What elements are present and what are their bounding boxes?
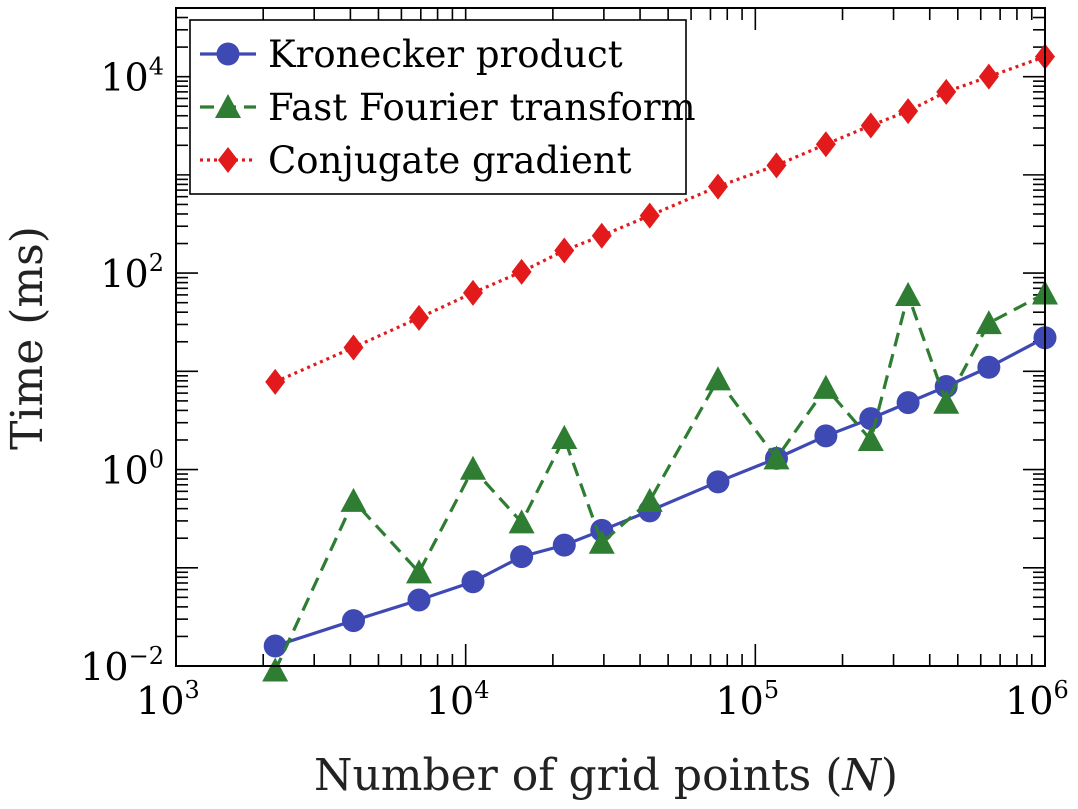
legend: Kronecker product Fast Fourier transform C… — [189, 19, 696, 195]
axes-layer: 103 104 105 106 10−2 100 102 104 Number of grid … — [80, 7, 1069, 801]
marker-diamond — [707, 173, 728, 200]
marker-diamond — [462, 279, 483, 306]
marker-circle — [859, 407, 883, 431]
marker-triangle — [459, 455, 486, 480]
series-kronecker-product — [263, 326, 1057, 658]
y-tick-label: 102 — [100, 249, 164, 296]
legend-item: Fast Fourier transform — [200, 86, 696, 129]
marker-triangle — [933, 389, 960, 414]
marker-triangle — [975, 310, 1002, 335]
marker-diamond — [815, 131, 836, 158]
marker-diamond — [265, 368, 286, 395]
y-tick-label: 104 — [100, 53, 164, 100]
marker-diamond — [554, 237, 575, 264]
y-tick-label: 100 — [100, 446, 164, 493]
plot-frame — [175, 7, 1046, 667]
marker-circle — [461, 570, 485, 594]
legend-item: Kronecker product — [200, 33, 623, 76]
frame-layer — [175, 7, 1046, 667]
x-tick-label: 105 — [716, 676, 780, 723]
marker-circle — [263, 634, 287, 658]
marker-triangle — [551, 424, 578, 449]
marker-diamond — [936, 78, 957, 105]
marker-circle — [706, 470, 730, 494]
series-conjugate-gradient — [265, 43, 1055, 395]
legend-label: Fast Fourier transform — [268, 86, 696, 129]
marker-circle — [510, 545, 534, 569]
legend-label: Kronecker product — [268, 33, 623, 76]
marker-triangle — [340, 487, 367, 512]
marker-diamond — [408, 304, 429, 331]
x-tick-label: 103 — [136, 676, 200, 723]
marker-circle — [552, 533, 576, 557]
legend-box — [189, 19, 687, 195]
marker-triangle — [857, 426, 884, 452]
marker-triangle — [588, 529, 615, 554]
marker-circle — [407, 588, 431, 612]
marker-diamond — [766, 152, 787, 179]
marker-triangle — [405, 559, 432, 584]
x-tick-label: 104 — [426, 676, 490, 723]
marker-circle — [977, 355, 1001, 379]
marker-triangle — [895, 281, 922, 306]
marker-circle — [216, 42, 240, 66]
series-fast-fourier-transform — [262, 280, 1058, 682]
marker-circle — [896, 391, 920, 415]
marker-triangle — [636, 487, 663, 512]
marker-diamond — [860, 112, 881, 139]
marker-triangle — [763, 445, 790, 470]
x-tick-label: 106 — [1005, 676, 1069, 723]
legend-label: Conjugate gradient — [268, 139, 632, 182]
marker-circle — [342, 609, 366, 633]
legend-item: Conjugate gradient — [200, 139, 632, 182]
marker-diamond — [591, 222, 612, 249]
marker-diamond — [511, 258, 532, 285]
marker-triangle — [262, 657, 289, 682]
x-axis-title: Number of grid points (N) — [314, 750, 898, 801]
marker-triangle — [812, 374, 839, 399]
series-line — [274, 336, 1046, 648]
series-layer — [262, 43, 1058, 682]
marker-triangle — [508, 509, 535, 534]
marker-triangle — [215, 94, 241, 119]
marker-diamond — [978, 63, 999, 90]
marker-diamond — [218, 147, 238, 173]
marker-diamond — [898, 98, 919, 125]
y-axis-title: Time (ms) — [2, 226, 53, 450]
marker-circle — [814, 424, 838, 448]
marker-diamond — [639, 202, 660, 229]
marker-triangle — [704, 366, 731, 391]
marker-diamond — [343, 334, 364, 361]
y-tick-label: 10−2 — [80, 642, 164, 689]
series-line — [273, 289, 1046, 672]
